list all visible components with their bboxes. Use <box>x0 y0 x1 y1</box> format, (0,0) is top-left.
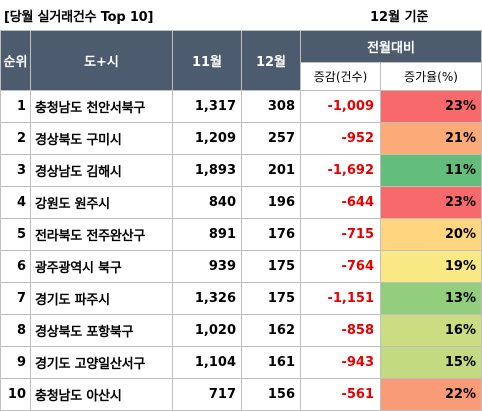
rank-cell: 2 <box>0 122 31 155</box>
region-cell: 충청남도 천안서북구 <box>30 90 173 123</box>
november-count-cell: 1,209 <box>172 122 242 155</box>
december-count-cell: 257 <box>241 122 301 155</box>
region-cell: 광주광역시 북구 <box>30 250 173 283</box>
december-count-cell: 156 <box>241 378 301 411</box>
table-row: 8 경상북도 포항북구 1,020 162 -858 16% <box>0 314 482 347</box>
table-row: 10 충청남도 아산시 717 156 -561 22% <box>0 378 482 411</box>
table-row: 9 경기도 고양일산서구 1,104 161 -943 15% <box>0 346 482 379</box>
change-count-cell: -943 <box>300 346 381 379</box>
rank-cell: 5 <box>0 218 31 251</box>
table-row: 5 전라북도 전주완산구 891 176 -715 20% <box>0 218 482 251</box>
header-change-count: 증감(건수) <box>300 62 381 91</box>
table-row: 2 경상북도 구미시 1,209 257 -952 21% <box>0 122 482 155</box>
november-count-cell: 1,326 <box>172 282 242 315</box>
region-cell: 강원도 원주시 <box>30 186 173 219</box>
increase-rate-cell: 23% <box>380 186 482 219</box>
region-cell: 경기도 파주시 <box>30 282 173 315</box>
increase-rate-cell: 11% <box>380 154 482 187</box>
header-rank: 순위 <box>0 30 31 91</box>
header-month-over-month: 전월대비 <box>300 30 482 63</box>
increase-rate-cell: 13% <box>380 282 482 315</box>
top10-transactions-table: 순위 도+시 11월 12월 전월대비 증감(건수) 증가율(%) 1 충청남도 … <box>0 30 482 411</box>
rank-cell: 7 <box>0 282 31 315</box>
november-count-cell: 840 <box>172 186 242 219</box>
increase-rate-cell: 22% <box>380 378 482 411</box>
region-cell: 경상북도 포항북구 <box>30 314 173 347</box>
header-november: 11월 <box>172 30 242 91</box>
november-count-cell: 939 <box>172 250 242 283</box>
november-count-cell: 1,104 <box>172 346 242 379</box>
november-count-cell: 717 <box>172 378 242 411</box>
table-row: 1 충청남도 천안서북구 1,317 308 -1,009 23% <box>0 90 482 123</box>
change-count-cell: -715 <box>300 218 381 251</box>
change-count-cell: -1,692 <box>300 154 381 187</box>
december-count-cell: 175 <box>241 250 301 283</box>
rank-cell: 10 <box>0 378 31 411</box>
header-december: 12월 <box>241 30 301 91</box>
change-count-cell: -764 <box>300 250 381 283</box>
change-count-cell: -644 <box>300 186 381 219</box>
november-count-cell: 1,893 <box>172 154 242 187</box>
november-count-cell: 891 <box>172 218 242 251</box>
rank-cell: 9 <box>0 346 31 379</box>
table-row: 7 경기도 파주시 1,326 175 -1,151 13% <box>0 282 482 315</box>
region-cell: 충청남도 아산시 <box>30 378 173 411</box>
region-cell: 경상북도 구미시 <box>30 122 173 155</box>
region-cell: 경기도 고양일산서구 <box>30 346 173 379</box>
december-count-cell: 308 <box>241 90 301 123</box>
increase-rate-cell: 21% <box>380 122 482 155</box>
change-count-cell: -858 <box>300 314 381 347</box>
change-count-cell: -952 <box>300 122 381 155</box>
increase-rate-cell: 20% <box>380 218 482 251</box>
change-count-cell: -1,009 <box>300 90 381 123</box>
table-row: 4 강원도 원주시 840 196 -644 23% <box>0 186 482 219</box>
december-count-cell: 161 <box>241 346 301 379</box>
november-count-cell: 1,020 <box>172 314 242 347</box>
increase-rate-cell: 15% <box>380 346 482 379</box>
rank-cell: 3 <box>0 154 31 187</box>
table-body: 1 충청남도 천안서북구 1,317 308 -1,009 23% 2 경상북도 구미시 1,2… <box>0 90 482 411</box>
table-caption: [당월 실거래건수 Top 10] 12월 기준 <box>0 0 482 30</box>
header-increase-rate: 증가율(%) <box>380 62 482 91</box>
december-count-cell: 201 <box>241 154 301 187</box>
change-count-cell: -561 <box>300 378 381 411</box>
december-count-cell: 176 <box>241 218 301 251</box>
change-count-cell: -1,151 <box>300 282 381 315</box>
rank-cell: 4 <box>0 186 31 219</box>
rank-cell: 8 <box>0 314 31 347</box>
rank-cell: 6 <box>0 250 31 283</box>
increase-rate-cell: 23% <box>380 90 482 123</box>
region-cell: 전라북도 전주완산구 <box>30 218 173 251</box>
increase-rate-cell: 19% <box>380 250 482 283</box>
header-region: 도+시 <box>30 30 173 91</box>
december-count-cell: 196 <box>241 186 301 219</box>
rank-cell: 1 <box>0 90 31 123</box>
table-title: [당월 실거래건수 Top 10] <box>4 10 154 25</box>
increase-rate-cell: 16% <box>380 314 482 347</box>
december-count-cell: 162 <box>241 314 301 347</box>
table-row: 6 광주광역시 북구 939 175 -764 19% <box>0 250 482 283</box>
november-count-cell: 1,317 <box>172 90 242 123</box>
december-count-cell: 175 <box>241 282 301 315</box>
table-row: 3 경상남도 김해시 1,893 201 -1,692 11% <box>0 154 482 187</box>
reference-month: 12월 기준 <box>370 10 429 25</box>
region-cell: 경상남도 김해시 <box>30 154 173 187</box>
